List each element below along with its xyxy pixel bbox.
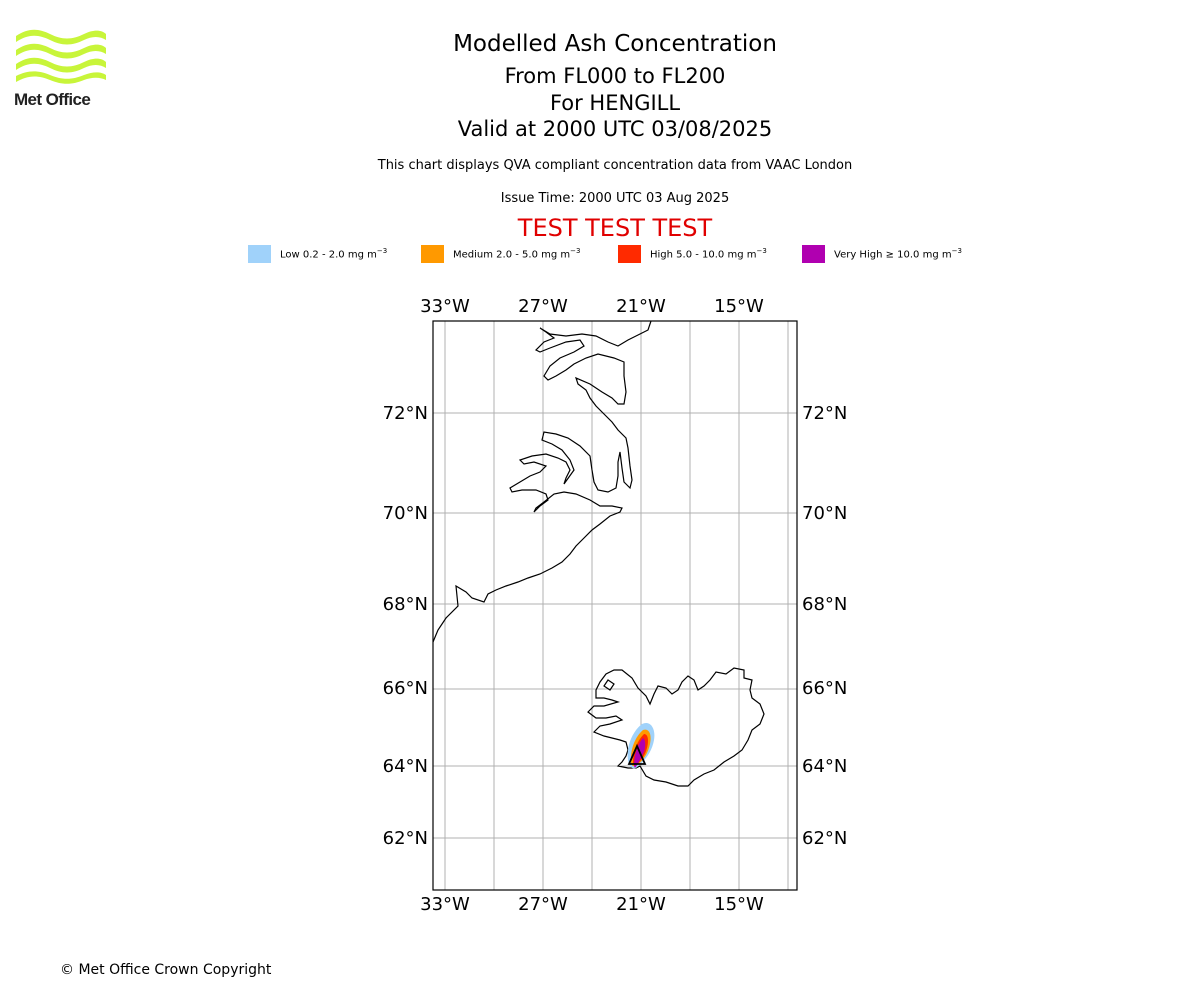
lon-label-bottom-21w: 21°W [616, 894, 666, 915]
met-office-waves-icon [16, 29, 106, 84]
lon-label-top-33w: 33°W [420, 296, 470, 317]
lon-label-top-27w: 27°W [518, 296, 568, 317]
legend-item-high: High 5.0 - 10.0 mg m−3 [618, 244, 767, 264]
legend-item-very-high: Very High ≥ 10.0 mg m−3 [802, 244, 962, 264]
test-banner: TEST TEST TEST [517, 214, 713, 242]
legend-label-very-high: Very High ≥ 10.0 mg m−3 [834, 247, 962, 261]
lat-label-left-66n: 66°N [383, 678, 428, 699]
copyright-notice: © Met Office Crown Copyright [60, 962, 272, 978]
lat-label-left-62n: 62°N [383, 828, 428, 849]
iceland-coastline [587, 667, 765, 787]
legend-swatch-very-high [802, 245, 825, 263]
lat-label-left-70n: 70°N [383, 503, 428, 524]
lat-label-right-72n: 72°N [802, 403, 847, 424]
legend: Low 0.2 - 2.0 mg m−3 Medium 2.0 - 5.0 mg… [0, 244, 1200, 264]
met-office-logo: Met Office [14, 28, 110, 114]
flight-level-range: From FL000 to FL200 [504, 64, 726, 88]
logo-text: Met Office [14, 90, 91, 109]
legend-label-low: Low 0.2 - 2.0 mg m−3 [280, 247, 388, 261]
lat-label-left-68n: 68°N [383, 594, 428, 615]
greenland-coastline [432, 320, 652, 643]
legend-label-high: High 5.0 - 10.0 mg m−3 [650, 247, 767, 261]
legend-item-medium: Medium 2.0 - 5.0 mg m−3 [421, 244, 580, 264]
lon-label-bottom-15w: 15°W [714, 894, 764, 915]
lon-label-top-21w: 21°W [616, 296, 666, 317]
legend-swatch-high [618, 245, 641, 263]
legend-item-low: Low 0.2 - 2.0 mg m−3 [248, 244, 387, 264]
compliance-note: This chart displays QVA compliant concen… [377, 158, 853, 173]
lon-label-bottom-27w: 27°W [518, 894, 568, 915]
chart-title: Modelled Ash Concentration [453, 31, 777, 57]
lat-label-right-66n: 66°N [802, 678, 847, 699]
lat-label-left-72n: 72°N [383, 403, 428, 424]
issue-time: Issue Time: 2000 UTC 03 Aug 2025 [500, 191, 730, 206]
volcano-name: For HENGILL [549, 91, 681, 115]
lat-label-right-64n: 64°N [802, 756, 847, 777]
lat-label-right-68n: 68°N [802, 594, 847, 615]
lat-label-right-70n: 70°N [802, 503, 847, 524]
lat-label-left-64n: 64°N [383, 756, 428, 777]
legend-label-medium: Medium 2.0 - 5.0 mg m−3 [453, 247, 581, 261]
volcano-marker-icon [627, 743, 647, 765]
lat-label-right-62n: 62°N [802, 828, 847, 849]
valid-time: Valid at 2000 UTC 03/08/2025 [457, 117, 773, 141]
lon-label-bottom-33w: 33°W [420, 894, 470, 915]
map-grid [433, 321, 797, 890]
lon-label-top-15w: 15°W [714, 296, 764, 317]
legend-swatch-low [248, 245, 271, 263]
ash-plume [627, 722, 655, 769]
legend-swatch-medium [421, 245, 444, 263]
map-frame [432, 320, 798, 891]
